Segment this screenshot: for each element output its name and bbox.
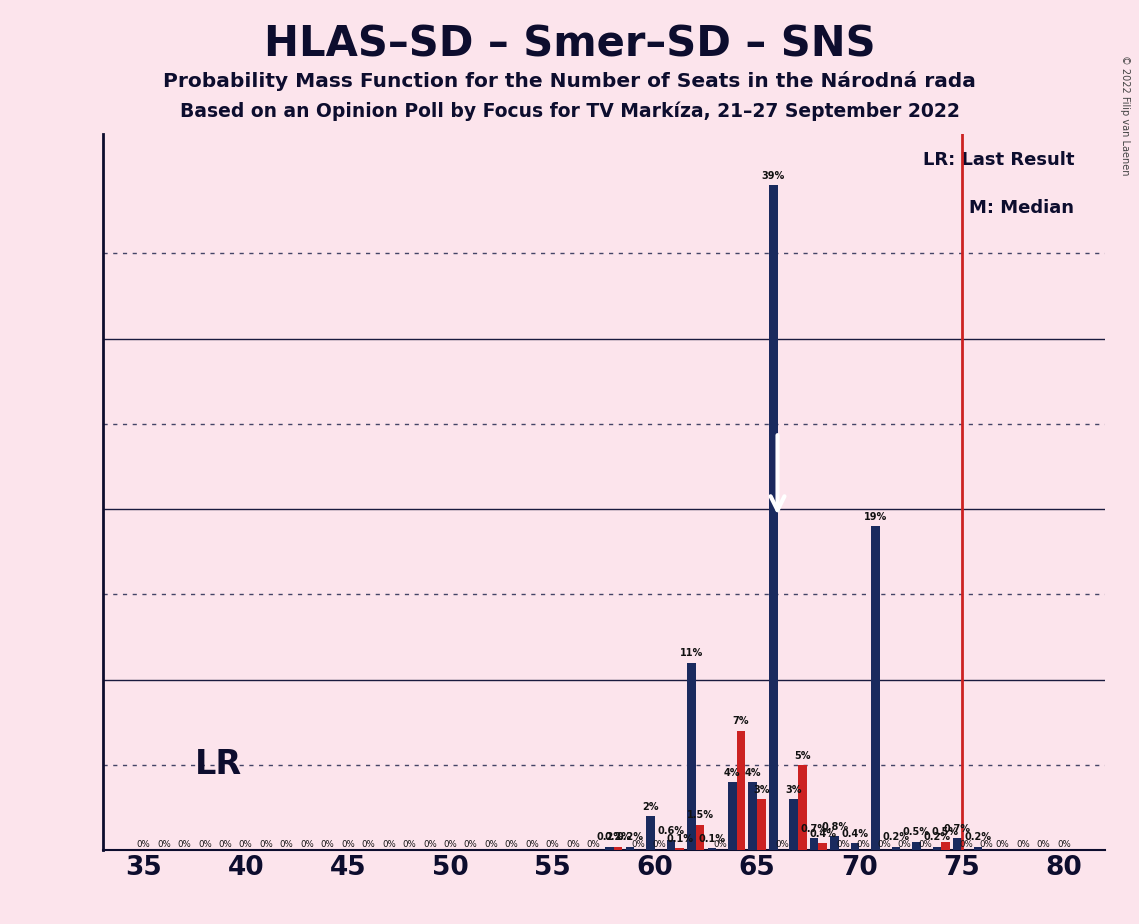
Text: 0%: 0% [980, 840, 993, 849]
Text: 0.4%: 0.4% [809, 829, 836, 839]
Text: Probability Mass Function for the Number of Seats in the Národná rada: Probability Mass Function for the Number… [163, 71, 976, 91]
Bar [798, 765, 806, 850]
Text: 2%: 2% [642, 802, 658, 811]
Text: 0.2%: 0.2% [596, 833, 623, 843]
Text: 0.7%: 0.7% [944, 824, 970, 833]
Bar [830, 836, 839, 850]
Text: M: Median: M: Median [969, 199, 1074, 217]
Text: 0%: 0% [1057, 840, 1071, 849]
Text: 0.2%: 0.2% [883, 833, 909, 843]
Bar [737, 731, 745, 850]
Bar [666, 840, 675, 850]
Text: 19%: 19% [863, 512, 887, 522]
Bar [789, 799, 798, 850]
Text: 1.5%: 1.5% [687, 810, 713, 821]
Text: 0%: 0% [632, 840, 646, 849]
Text: 0%: 0% [280, 840, 294, 849]
Text: 0%: 0% [525, 840, 539, 849]
Text: 0%: 0% [505, 840, 518, 849]
Text: 0%: 0% [1016, 840, 1030, 849]
Bar [707, 848, 716, 850]
Text: 7%: 7% [732, 716, 749, 726]
Text: 0%: 0% [423, 840, 436, 849]
Text: 11%: 11% [680, 649, 703, 658]
Text: HLAS–SD – Smer–SD – SNS: HLAS–SD – Smer–SD – SNS [264, 23, 875, 65]
Text: 0%: 0% [219, 840, 232, 849]
Text: 4%: 4% [745, 768, 761, 778]
Text: 0%: 0% [546, 840, 559, 849]
Text: 0%: 0% [653, 840, 666, 849]
Bar [871, 526, 879, 850]
Text: 5%: 5% [794, 750, 811, 760]
Text: 0%: 0% [341, 840, 355, 849]
Bar [892, 846, 900, 850]
Text: 0%: 0% [484, 840, 498, 849]
Bar [605, 846, 614, 850]
Bar [769, 185, 778, 850]
Text: 0%: 0% [587, 840, 600, 849]
Bar [614, 846, 623, 850]
Text: 0%: 0% [157, 840, 171, 849]
Text: 0%: 0% [198, 840, 212, 849]
Text: 0.6%: 0.6% [657, 825, 685, 835]
Bar [675, 848, 683, 850]
Text: 0.1%: 0.1% [666, 834, 693, 845]
Text: LR: LR [195, 748, 241, 782]
Bar [912, 842, 920, 850]
Text: 0%: 0% [402, 840, 416, 849]
Bar [933, 846, 941, 850]
Text: 0%: 0% [464, 840, 477, 849]
Bar [625, 846, 634, 850]
Text: 0%: 0% [361, 840, 376, 849]
Text: 0.1%: 0.1% [698, 834, 726, 845]
Bar [748, 782, 757, 850]
Text: 0%: 0% [301, 840, 314, 849]
Text: 0%: 0% [137, 840, 150, 849]
Text: 0.5%: 0.5% [932, 827, 959, 837]
Text: 0.2%: 0.2% [605, 833, 632, 843]
Text: 0%: 0% [260, 840, 273, 849]
Text: 0%: 0% [959, 840, 973, 849]
Text: 0.2%: 0.2% [924, 833, 950, 843]
Text: 0%: 0% [239, 840, 253, 849]
Bar [757, 799, 765, 850]
Text: 3%: 3% [753, 784, 770, 795]
Text: 0%: 0% [714, 840, 728, 849]
Bar [696, 824, 704, 850]
Bar [810, 838, 819, 850]
Text: 0%: 0% [898, 840, 911, 849]
Text: 0.2%: 0.2% [965, 833, 991, 843]
Text: 39%: 39% [762, 171, 785, 181]
Text: 0%: 0% [836, 840, 850, 849]
Text: 0.8%: 0.8% [821, 822, 849, 833]
Bar [953, 838, 961, 850]
Text: LR: Last Result: LR: Last Result [923, 151, 1074, 169]
Text: 0%: 0% [443, 840, 457, 849]
Bar [819, 844, 827, 850]
Bar [941, 842, 950, 850]
Text: 0%: 0% [775, 840, 788, 849]
Text: © 2022 Filip van Laenen: © 2022 Filip van Laenen [1121, 55, 1130, 176]
Text: 0%: 0% [877, 840, 891, 849]
Text: Based on an Opinion Poll by Focus for TV Markíza, 21–27 September 2022: Based on an Opinion Poll by Focus for TV… [180, 102, 959, 121]
Bar [728, 782, 737, 850]
Text: 0%: 0% [382, 840, 395, 849]
Text: 0.4%: 0.4% [842, 829, 869, 839]
Bar [851, 844, 859, 850]
Text: 0%: 0% [995, 840, 1009, 849]
Text: 3%: 3% [786, 784, 802, 795]
Text: 0%: 0% [566, 840, 580, 849]
Text: 0%: 0% [857, 840, 870, 849]
Bar [974, 846, 982, 850]
Bar [687, 663, 696, 850]
Text: 0.2%: 0.2% [616, 833, 644, 843]
Text: 0.7%: 0.7% [801, 824, 828, 833]
Text: 0%: 0% [321, 840, 335, 849]
Text: 0%: 0% [178, 840, 191, 849]
Text: 0%: 0% [918, 840, 932, 849]
Bar [646, 816, 655, 850]
Text: 4%: 4% [724, 768, 740, 778]
Text: 0.5%: 0.5% [903, 827, 929, 837]
Text: 0%: 0% [1036, 840, 1050, 849]
